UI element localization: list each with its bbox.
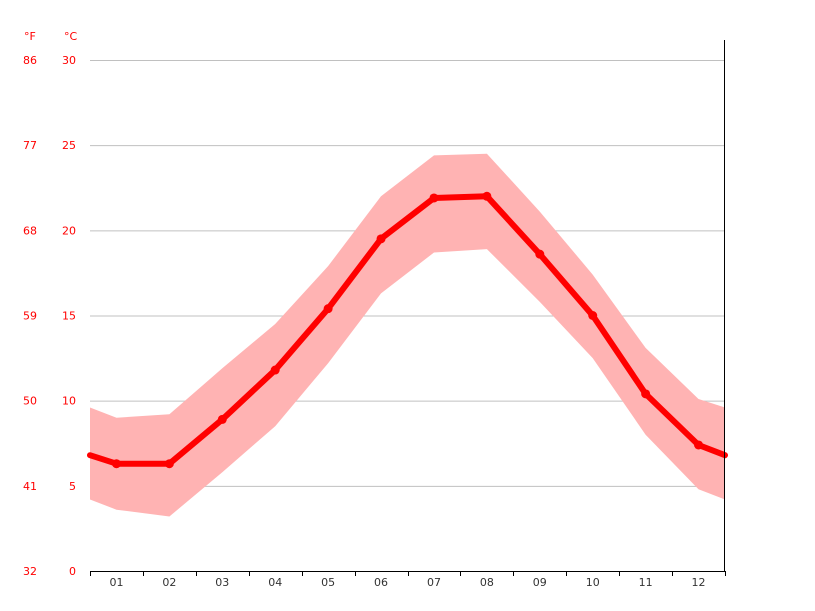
y-tick-fahrenheit: 68: [23, 224, 37, 237]
data-point: [376, 234, 386, 244]
x-tick-label: 06: [374, 576, 388, 589]
y-tick-celsius: 0: [69, 565, 76, 578]
data-point: [270, 365, 280, 375]
x-tick-label: 11: [639, 576, 653, 589]
data-point: [482, 191, 492, 201]
x-tick-label: 01: [109, 576, 123, 589]
data-point: [535, 249, 545, 259]
y-tick-celsius: 15: [62, 310, 76, 323]
y-tick-fahrenheit: 50: [23, 395, 37, 408]
data-point: [323, 304, 333, 314]
x-tick-label: 02: [162, 576, 176, 589]
y-tick-fahrenheit: 77: [23, 139, 37, 152]
y-tick-celsius: 20: [62, 224, 76, 237]
data-point: [164, 459, 174, 469]
unit-label-celsius: °C: [64, 30, 78, 43]
range-band-area: [90, 153, 725, 517]
data-point: [588, 311, 598, 320]
temperature-line: [87, 193, 728, 467]
x-tick-label: 04: [268, 576, 282, 589]
y-tick-celsius: 25: [62, 139, 76, 152]
x-tick-label: 12: [692, 576, 706, 589]
data-point: [641, 389, 651, 399]
data-point: [694, 440, 704, 450]
data-point: [111, 459, 121, 469]
x-axis-ticks: 01 02 03 04 05 06 07 08 09 10 11 12: [90, 571, 726, 589]
x-tick-label: 09: [533, 576, 547, 589]
y-tick-fahrenheit: 86: [23, 54, 37, 67]
y-axis-ticks: 0 32 5 41 10 50 15 59 20 68 25 77 30 86: [23, 54, 76, 578]
y-tick-celsius: 30: [62, 54, 76, 67]
data-point: [217, 414, 227, 424]
y-tick-fahrenheit: 59: [23, 310, 37, 323]
y-tick-celsius: 5: [69, 480, 76, 493]
x-tick-label: 07: [427, 576, 441, 589]
x-tick-label: 05: [321, 576, 335, 589]
x-tick-label: 03: [215, 576, 229, 589]
y-tick-fahrenheit: 41: [23, 480, 37, 493]
series-line: [87, 193, 728, 467]
x-tick-label: 10: [586, 576, 600, 589]
data-point: [429, 193, 439, 203]
temperature-range-band: [90, 153, 725, 517]
x-tick-label: 08: [480, 576, 494, 589]
y-tick-celsius: 10: [62, 395, 76, 408]
temperature-points: [111, 191, 704, 469]
unit-label-fahrenheit: °F: [24, 30, 36, 43]
y-tick-fahrenheit: 32: [23, 565, 37, 578]
